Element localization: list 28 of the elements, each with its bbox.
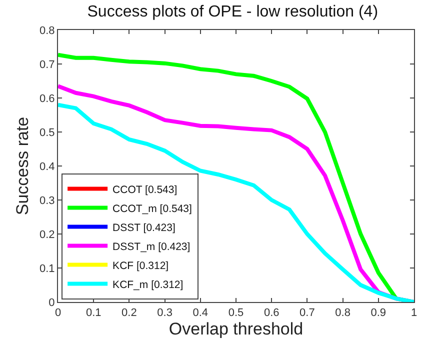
x-tick-label: 0.5 [228, 307, 244, 320]
legend-label: CCOT [0.543] [112, 184, 178, 196]
x-tick-label: 1 [410, 307, 418, 320]
x-tick-label: 0.8 [335, 307, 350, 320]
x-tick-label: 0.6 [264, 307, 280, 320]
chart-title: Success plots of OPE - low resolution (4) [87, 3, 378, 20]
y-tick-label: 0.7 [40, 58, 55, 71]
y-tick-label: 0.3 [40, 194, 55, 207]
legend-label: DSST_m [0.423] [112, 240, 190, 253]
y-tick-label: 0.1 [40, 262, 55, 275]
y-tick-label: 0 [48, 296, 55, 309]
x-tick-label: 0.9 [370, 307, 386, 320]
y-axis-title: Success rate [13, 116, 32, 216]
x-tick-label: 0.7 [300, 307, 315, 320]
x-axis-title: Overlap threshold [168, 320, 304, 339]
x-tick-label: 0.4 [192, 307, 208, 320]
x-tick-label: 0.1 [86, 307, 102, 320]
x-tick-label: 0.3 [157, 307, 172, 320]
legend-label: CCOT_m [0.543] [112, 202, 192, 215]
legend-label: KCF [0.312] [112, 260, 169, 272]
y-tick-label: 0.4 [40, 160, 55, 173]
y-tick-label: 0.6 [40, 92, 55, 105]
y-tick-label: 0.8 [40, 24, 55, 37]
y-tick-label: 0.2 [40, 228, 55, 241]
y-tick-label: 0.5 [40, 126, 55, 139]
legend-label: KCF_m [0.312] [112, 278, 184, 291]
legend-label: DSST [0.423] [112, 222, 176, 234]
x-tick-label: 0.2 [122, 307, 137, 320]
